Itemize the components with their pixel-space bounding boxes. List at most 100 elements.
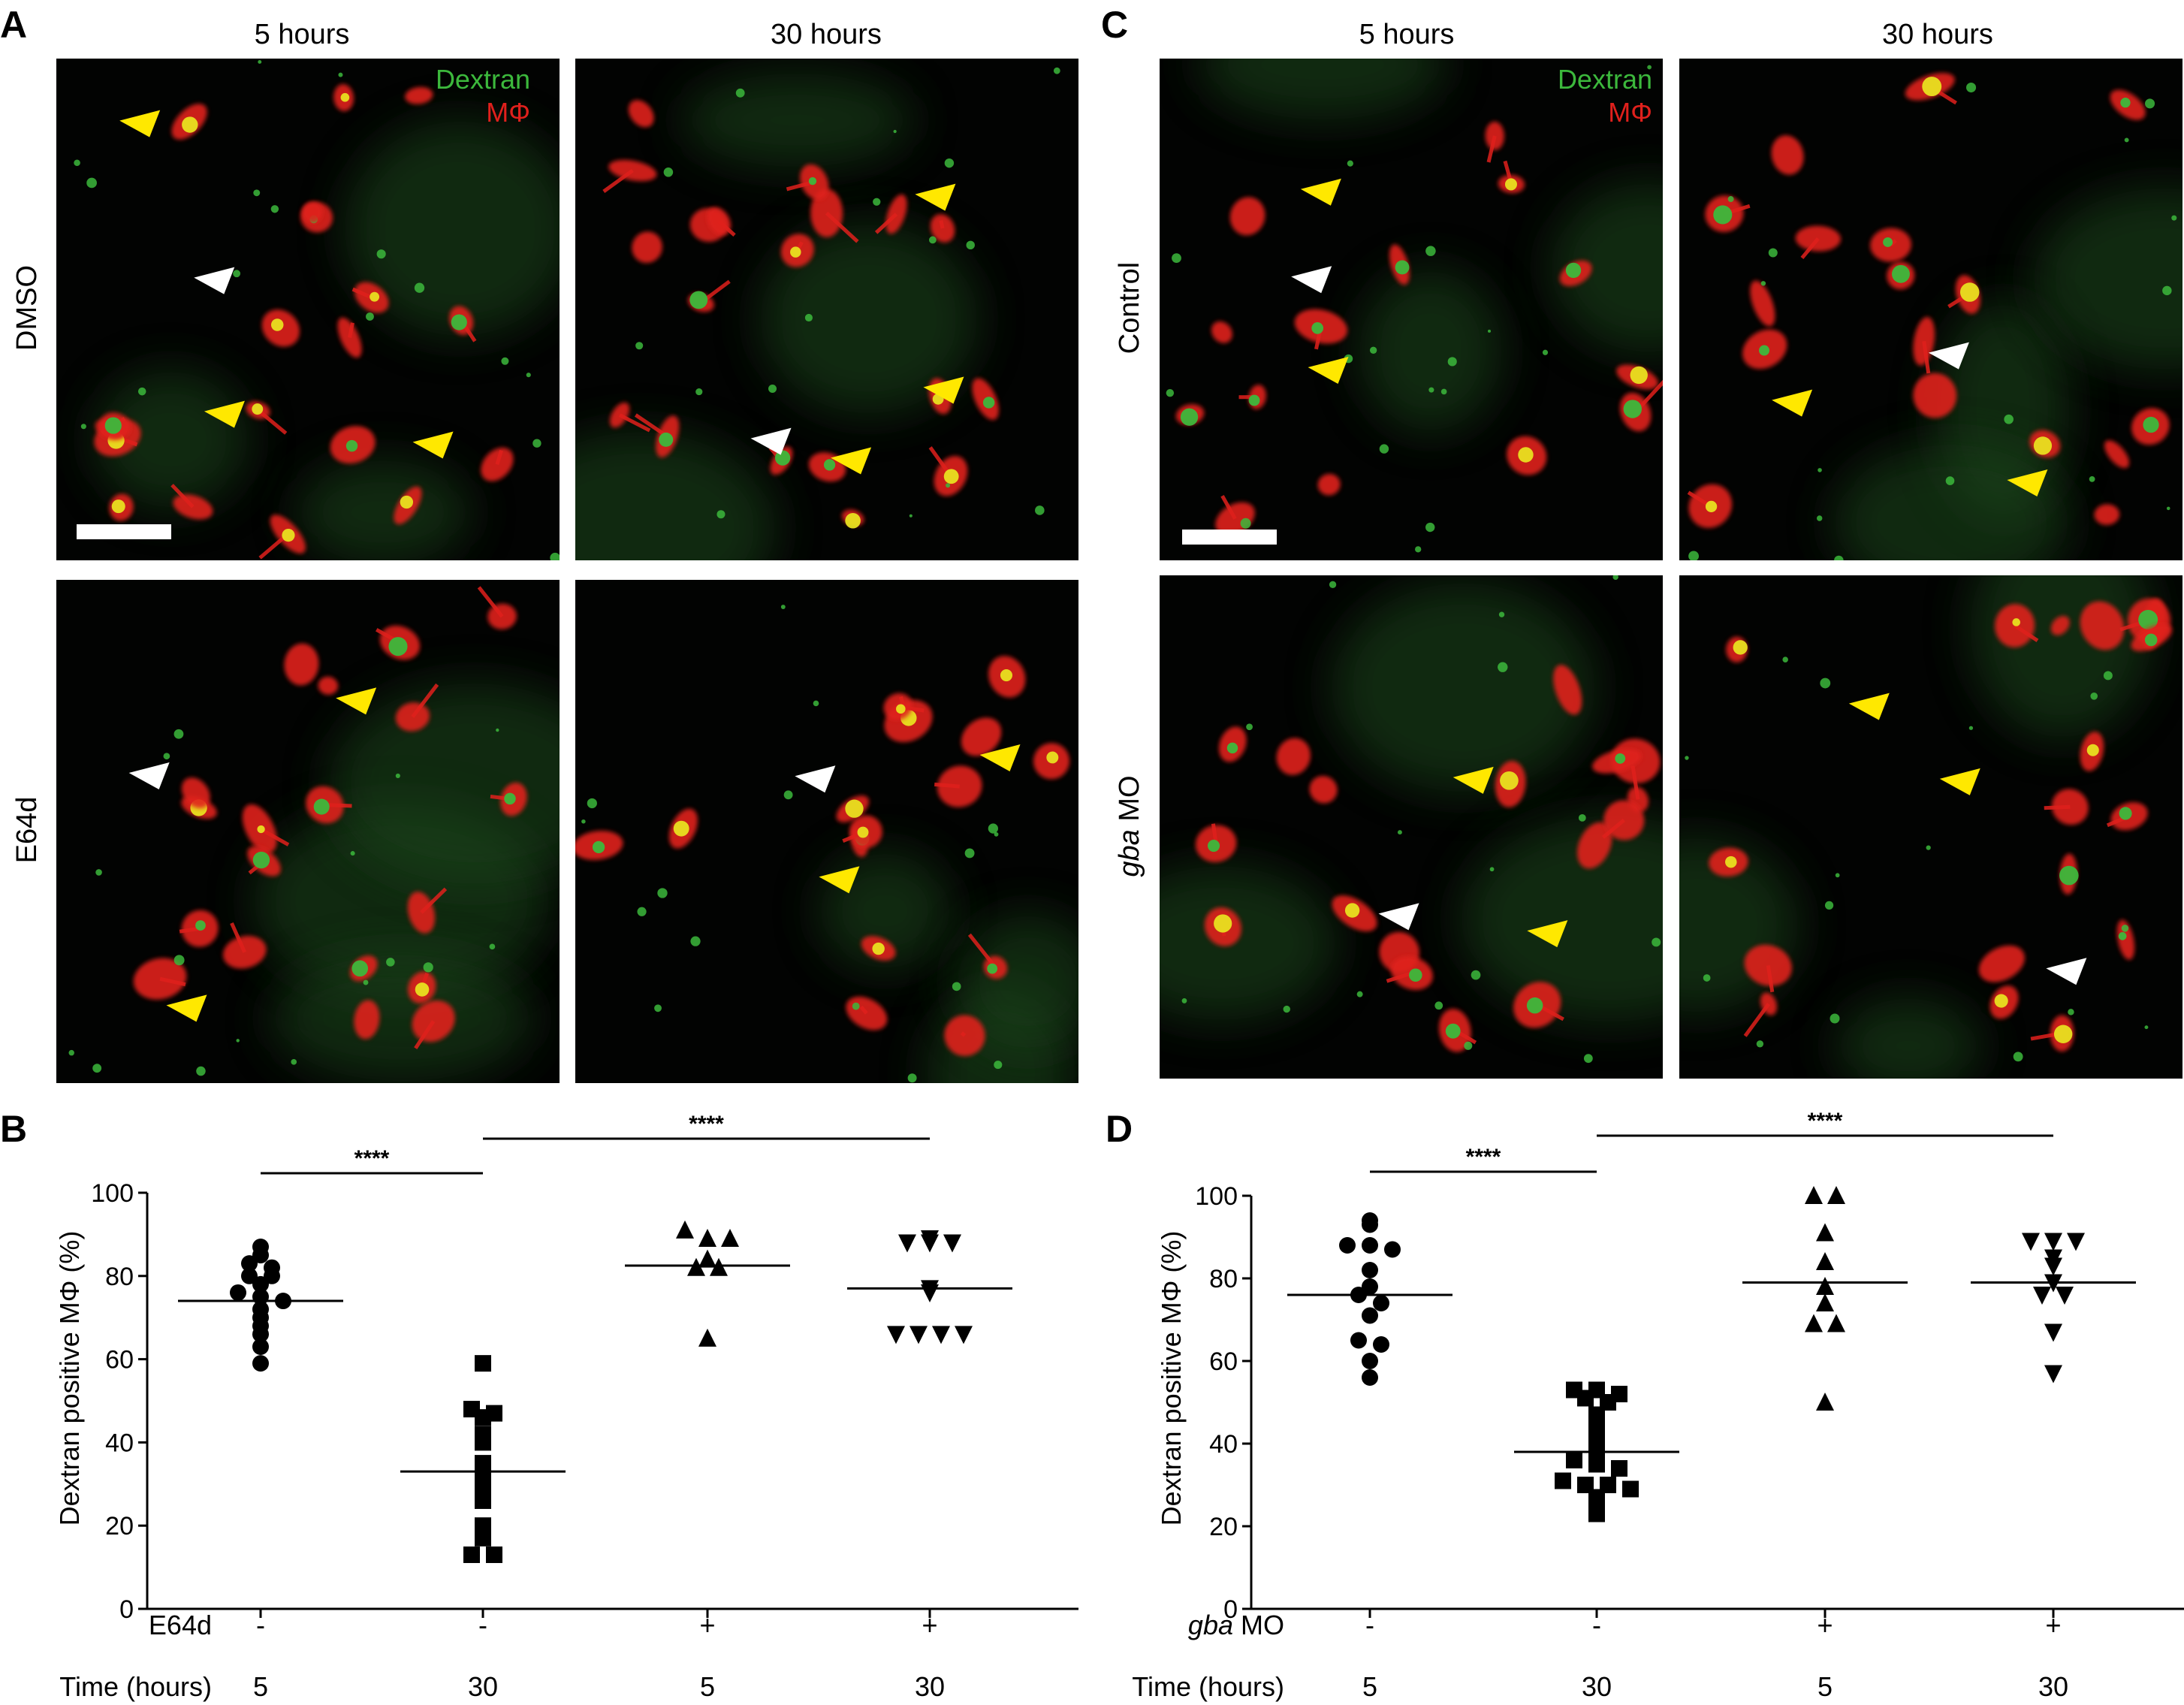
chart-b-point-circle (252, 1355, 269, 1372)
chart-b-row2-value: 30 (468, 1671, 498, 1702)
yellow-arrowhead-icon (204, 400, 245, 428)
chart-d-point-triangle-up (1827, 1186, 1845, 1204)
chart-b-point-circle (264, 1267, 280, 1284)
panel-a-scale-bar (77, 524, 171, 539)
chart-b-point-triangle-up (698, 1328, 716, 1347)
chart-d-point-triangle-up (1816, 1277, 1834, 1295)
chart-d: Dextran positive MΦ (%) gba MO Time (hou… (1132, 1109, 2184, 1702)
yellow-arrowhead-icon (1308, 357, 1349, 385)
chart-b-point-square (475, 1529, 491, 1547)
yellow-arrowhead-icon (2007, 469, 2048, 497)
yellow-arrowhead-icon (979, 744, 1021, 771)
chart-b-point-triangle-up (698, 1228, 716, 1247)
white-arrowhead-icon (795, 765, 836, 793)
panel-c-col-header-30h: 30 hours (1882, 19, 1993, 50)
chart-d-point-triangle-down (2044, 1257, 2062, 1276)
chart-d-y-tick-label: 20 (1209, 1513, 1238, 1541)
white-arrowhead-icon (2046, 958, 2087, 985)
white-arrowhead-icon (1378, 903, 1419, 931)
yellow-arrowhead-icon (923, 376, 964, 404)
panel-a-legend-dextran: Dextran (436, 64, 530, 95)
chart-d-point-square (1611, 1460, 1627, 1477)
chart-b-point-square (475, 1409, 491, 1426)
white-arrowhead-icon (128, 762, 170, 789)
panel-c-col-header-5h: 5 hours (1359, 19, 1455, 50)
micrograph-c-gba-30h (1679, 575, 2182, 1079)
chart-b-point-triangle-down (921, 1234, 939, 1253)
chart-d-row2-value: 30 (1582, 1671, 1612, 1702)
chart-b-row1-value: + (699, 1610, 715, 1640)
chart-b-point-circle (230, 1284, 246, 1301)
panel-c-legend-macrophage: MΦ (1608, 97, 1652, 128)
panel-letter-c: C (1101, 4, 1128, 46)
chart-b-y-tick-label: 40 (105, 1429, 134, 1457)
chart-d-row1-value: - (1592, 1610, 1601, 1640)
chart-b-point-triangle-up (698, 1249, 716, 1268)
chart-b-point-square (475, 1517, 491, 1534)
chart-d-point-triangle-up (1816, 1252, 1834, 1270)
chart-b-y-tick-label: 100 (91, 1179, 134, 1208)
chart-d-point-triangle-down (2067, 1233, 2085, 1251)
chart-d-point-square (1566, 1452, 1582, 1468)
white-arrowhead-icon (1291, 266, 1332, 294)
chart-d-point-circle (1362, 1369, 1378, 1386)
chart-d-point-square (1588, 1489, 1605, 1506)
chart-d-significance-label: **** (1466, 1145, 1501, 1169)
chart-b-row2-value: 5 (700, 1671, 715, 1702)
chart-b-y-axis-label: Dextran positive MΦ (%) (54, 1231, 85, 1526)
yellow-arrowhead-icon (1939, 768, 1980, 795)
chart-b-point-circle (241, 1255, 258, 1272)
chart-d-point-square (1555, 1472, 1571, 1489)
chart-b-point-circle (252, 1338, 269, 1355)
chart-b-point-triangle-down (921, 1284, 939, 1302)
chart-b-y-tick-label: 0 (119, 1595, 134, 1624)
chart-d-row2-value: 5 (1817, 1671, 1833, 1702)
chart-d-row2-value: 5 (1362, 1671, 1377, 1702)
chart-b-point-square (475, 1434, 491, 1451)
chart-b-row1-value: - (256, 1610, 265, 1640)
chart-b-point-circle (252, 1247, 269, 1264)
chart-d-y-tick-label: 100 (1195, 1182, 1238, 1211)
chart-b-point-triangle-up (710, 1257, 728, 1276)
yellow-arrowhead-icon (119, 110, 161, 137)
chart-d-point-circle (1384, 1241, 1401, 1258)
chart-b-point-triangle-down (909, 1326, 928, 1344)
chart-d-point-triangle-up (1805, 1314, 1823, 1332)
chart-d-point-triangle-down (2033, 1287, 2051, 1305)
chart-d-y-tick-label: 40 (1209, 1430, 1238, 1459)
panel-a-col-header-5h: 5 hours (255, 19, 350, 50)
chart-d-point-triangle-down (2022, 1233, 2040, 1251)
chart-d-point-circle (1339, 1237, 1356, 1254)
chart-b-y-tick-label: 80 (105, 1263, 134, 1291)
chart-d-point-circle (1362, 1237, 1378, 1254)
chart-d-point-circle (1362, 1216, 1378, 1233)
chart-d-point-triangle-up (1816, 1223, 1834, 1242)
yellow-arrowhead-icon (1848, 693, 1890, 720)
chart-d-row1-value: - (1365, 1610, 1374, 1640)
panel-c-scale-bar (1182, 530, 1277, 545)
chart-d-row1-value: + (2045, 1610, 2061, 1640)
chart-b-point-triangle-down (887, 1326, 905, 1344)
chart-d-point-triangle-up (1805, 1186, 1823, 1204)
chart-b-point-square (475, 1355, 491, 1372)
yellow-arrowhead-icon (1300, 178, 1341, 206)
micrograph-a-dmso-30h (575, 59, 1078, 560)
chart-b-row2-value: 5 (253, 1671, 268, 1702)
chart-d-point-triangle-down (2044, 1233, 2062, 1251)
yellow-arrowhead-icon (1452, 766, 1494, 794)
micrograph-c-gba-5h (1160, 575, 1663, 1079)
yellow-arrowhead-icon (819, 866, 860, 894)
white-arrowhead-icon (194, 267, 235, 294)
panel-a-row-label-dmso: DMSO (11, 265, 43, 351)
chart-d-point-square (1622, 1480, 1639, 1498)
chart-d-y-tick-label: 0 (1223, 1595, 1238, 1624)
panel-a-legend-macrophage: MΦ (486, 97, 530, 128)
chart-d-row2-value: 30 (2038, 1671, 2068, 1702)
yellow-arrowhead-icon (412, 431, 454, 459)
micrograph-a-e64d-30h (575, 580, 1078, 1083)
panel-c-row-label-gba-mo: gba MO (1114, 775, 1145, 877)
chart-b-row2-label: Time (hours) (59, 1671, 212, 1702)
yellow-arrowhead-icon (915, 183, 956, 211)
panel-a-col-header-30h: 30 hours (771, 19, 882, 50)
chart-b-point-circle (252, 1275, 269, 1293)
